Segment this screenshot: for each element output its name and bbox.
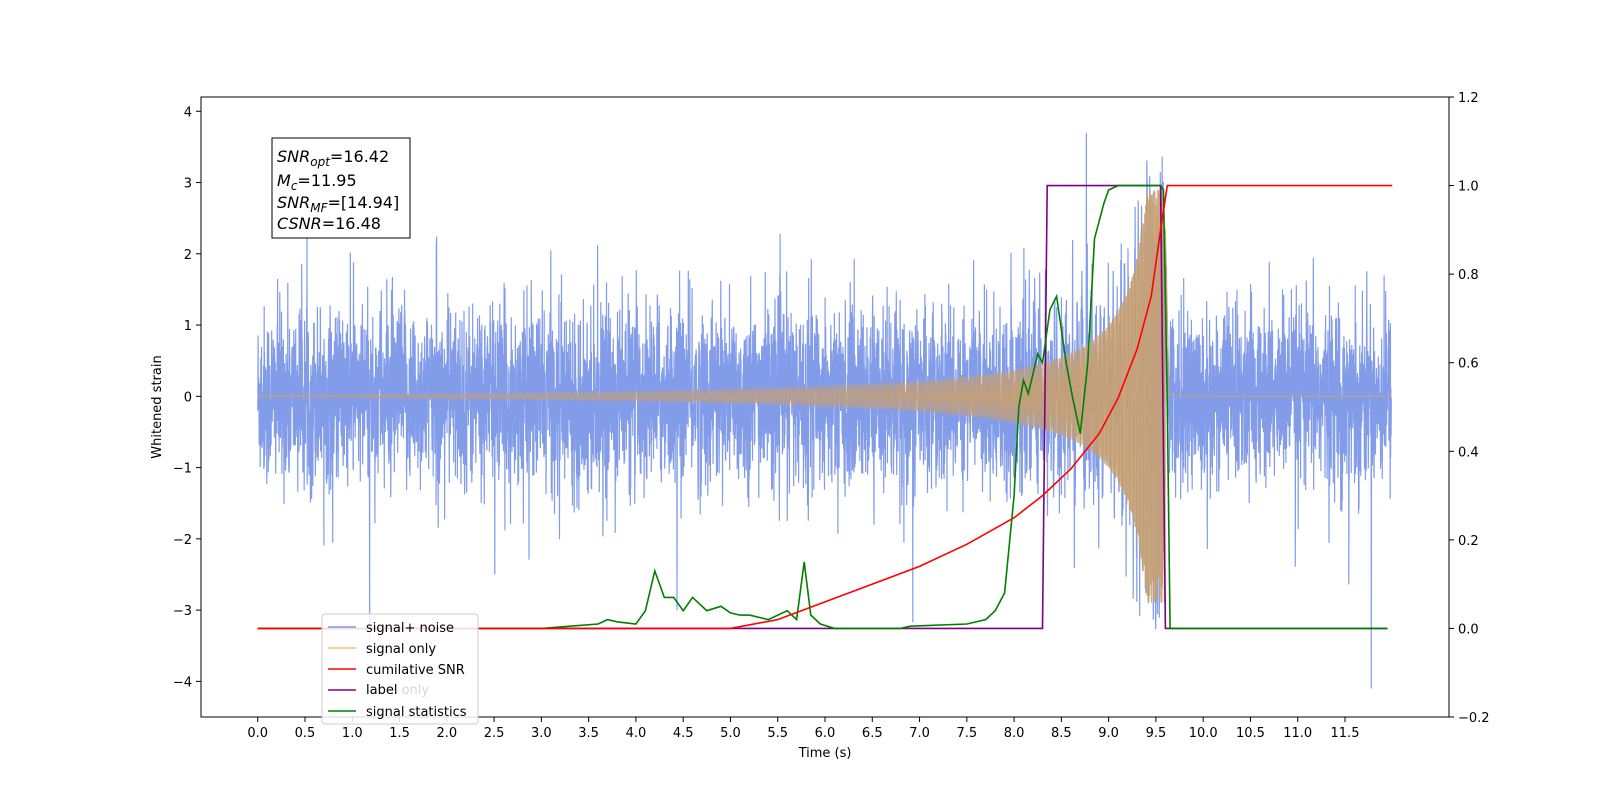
legend-entry-signal-only: signal only: [366, 642, 436, 657]
legend-entry-label: label: [366, 683, 397, 698]
y2-tick-label: 0.2: [1458, 534, 1479, 549]
legend-entry-signal-statistics: signal statistics: [366, 705, 467, 720]
y-tick-label: 1: [184, 319, 192, 334]
x-tick-label: 10.0: [1189, 726, 1218, 741]
x-tick-label: 2.5: [484, 726, 505, 741]
x-tick-label: 6.5: [862, 726, 883, 741]
x-tick-label: 5.0: [720, 726, 741, 741]
y-tick-label: −4: [173, 675, 192, 690]
series-signal-only: [257, 189, 1392, 604]
legend-entry-cumulative-snr: cumilative SNR: [366, 663, 465, 678]
legend-entry-signal-noise: signal+ noise: [366, 621, 454, 636]
y-tick-label: 2: [184, 248, 192, 263]
y-tick-label: 4: [184, 105, 192, 120]
x-tick-label: 7.5: [956, 726, 977, 741]
y-tick-label: −1: [173, 462, 192, 477]
y2-tick-label: −0.2: [1458, 711, 1490, 726]
y-tick-label: 0: [184, 390, 192, 405]
x-axis-ticks: 0.0 0.5 1.0 1.5 2.0 2.5 3.0 3.5 4.0 4.5 5.0 5.5 6.0 6…: [247, 717, 1359, 741]
y2-tick-label: 0.8: [1458, 268, 1479, 283]
y2-tick-label: 0.6: [1458, 357, 1479, 372]
y2-tick-label: 0.0: [1458, 622, 1479, 637]
legend-ghost-text: label only: [366, 683, 429, 698]
x-tick-label: 0.5: [295, 726, 316, 741]
y2-tick-label: 1.0: [1458, 180, 1479, 195]
annotation-snr-opt: SNRopt=16.42: [277, 147, 389, 169]
annotation-box: SNRopt=16.42 Mc=11.95 SNRMF=[14.94] CSNR…: [271, 137, 411, 239]
x-tick-label: 3.0: [531, 726, 552, 741]
x-tick-label: 10.5: [1236, 726, 1265, 741]
line-signal-noise: [257, 132, 1392, 689]
x-tick-label: 5.5: [767, 726, 788, 741]
line-signal-only: [257, 189, 1392, 604]
annotation-snr-mf: SNRMF=[14.94]: [277, 193, 399, 215]
x-tick-label: 11.0: [1283, 726, 1312, 741]
x-tick-label: 4.5: [673, 726, 694, 741]
x-tick-label: 8.5: [1051, 726, 1072, 741]
x-tick-label: 9.0: [1098, 726, 1119, 741]
x-tick-label: 7.0: [909, 726, 930, 741]
x-tick-label: 2.0: [436, 726, 457, 741]
x-tick-label: 0.0: [247, 726, 268, 741]
x-tick-label: 11.5: [1331, 726, 1360, 741]
y2-tick-label: 0.4: [1458, 445, 1479, 460]
y2-axis-ticks: 1.2 1.0 0.8 0.6 0.4 0.2 0.0 −0.2: [1449, 91, 1490, 726]
x-tick-label: 6.0: [815, 726, 836, 741]
line-cumulative-snr: [257, 184, 1393, 630]
right-axis-series: [257, 184, 1393, 630]
y-axis-label: Whitened strain: [150, 355, 165, 458]
y-tick-label: −3: [173, 604, 192, 619]
y-axis-ticks: 4 3 2 1 0 −1 −2 −3 −4: [173, 105, 201, 690]
x-tick-label: 8.0: [1004, 726, 1025, 741]
y2-tick-label: 1.2: [1458, 91, 1479, 106]
annotation-mc: Mc=11.95: [277, 171, 357, 193]
x-axis-label: Time (s): [798, 746, 852, 761]
y-tick-label: 3: [184, 177, 192, 192]
series-signal-noise: [257, 132, 1392, 689]
y-tick-label: −2: [173, 533, 192, 548]
x-tick-label: 9.5: [1146, 726, 1167, 741]
x-tick-label: 4.0: [626, 726, 647, 741]
x-tick-label: 3.5: [578, 726, 599, 741]
annotation-csnr: CSNR=16.48: [277, 214, 381, 233]
legend: label only signal+ noise signal only cum…: [321, 613, 479, 725]
line-signal-statistics: [257, 184, 1388, 630]
x-tick-label: 1.0: [342, 726, 363, 741]
x-tick-label: 1.5: [389, 726, 410, 741]
plot-area: [257, 132, 1393, 689]
